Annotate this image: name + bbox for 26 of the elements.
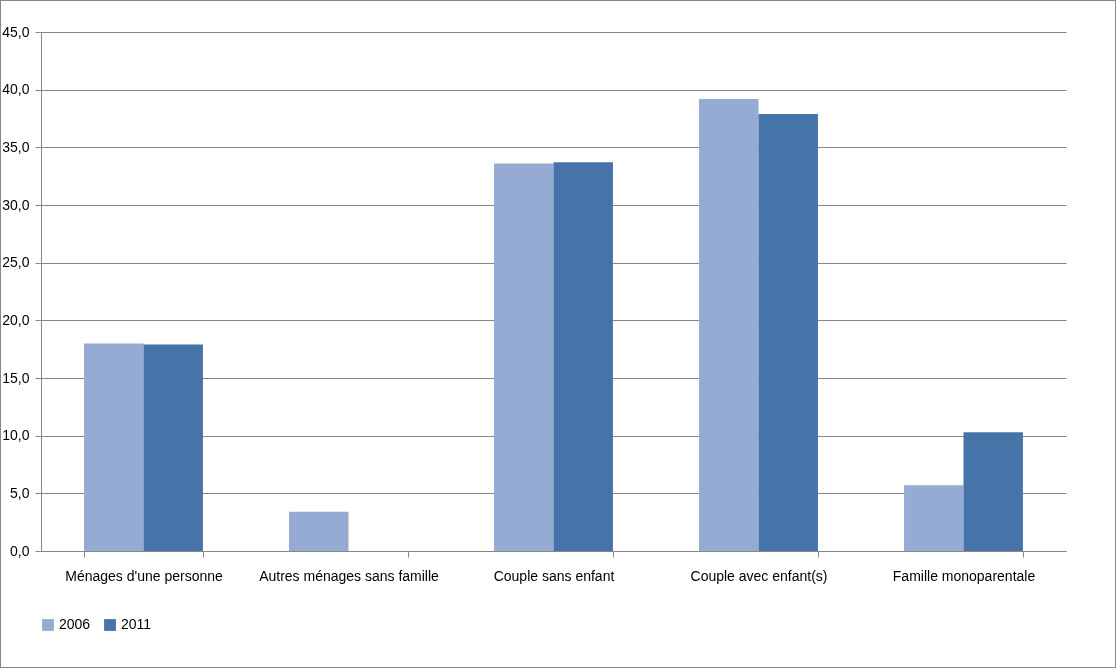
bar — [758, 113, 818, 551]
y-tick-label: 45,0 — [2, 23, 30, 40]
legend-label: 2011 — [121, 616, 152, 632]
legend-label: 2006 — [59, 616, 91, 632]
y-tick-label: 25,0 — [2, 254, 30, 271]
bar — [699, 98, 759, 551]
y-tick-label: 0,0 — [10, 542, 30, 559]
x-tick-label: Famille monoparentale — [892, 567, 1036, 584]
y-tick-label: 35,0 — [2, 138, 30, 155]
y-tick-label: 5,0 — [10, 484, 30, 501]
bar — [904, 485, 964, 551]
bar — [289, 511, 349, 551]
bar — [963, 432, 1023, 551]
y-tick-label: 40,0 — [2, 81, 30, 98]
x-tick-label: Ménages d'une personne — [65, 567, 223, 584]
bar — [494, 163, 554, 551]
x-tick-label: Couple sans enfant — [493, 567, 615, 584]
y-tick-label: 20,0 — [2, 311, 30, 328]
bar — [143, 344, 203, 551]
bar — [84, 343, 144, 551]
x-tick-label: Autres ménages sans famille — [259, 567, 440, 584]
x-tick-label: Couple avec enfant(s) — [690, 567, 828, 584]
y-tick-label: 10,0 — [2, 427, 30, 444]
y-tick-label: 15,0 — [2, 369, 30, 386]
bar — [553, 162, 613, 551]
y-tick-label: 30,0 — [2, 196, 30, 213]
